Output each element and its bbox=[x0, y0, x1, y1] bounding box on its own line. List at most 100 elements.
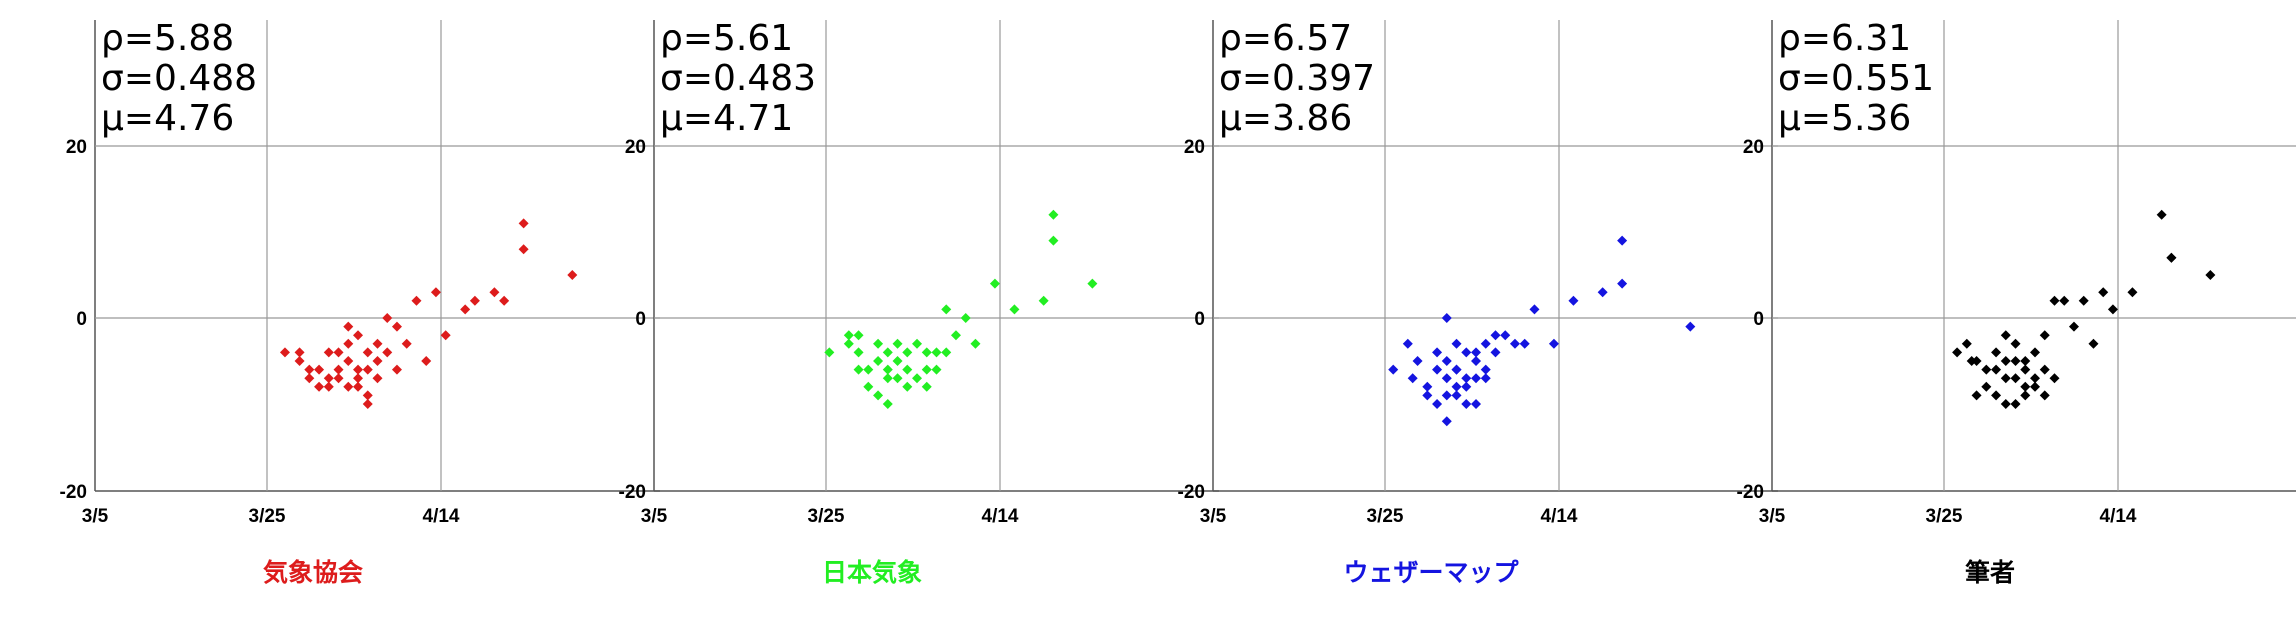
y-tick-label: 20 bbox=[625, 137, 646, 158]
data-point bbox=[922, 382, 932, 392]
x-tick-label: 4/14 bbox=[1541, 506, 1578, 527]
data-point bbox=[1087, 279, 1097, 289]
data-point bbox=[922, 347, 932, 357]
x-tick-label: 3/25 bbox=[249, 506, 286, 527]
x-tick-label: 4/14 bbox=[982, 506, 1019, 527]
data-point bbox=[489, 287, 499, 297]
y-tick-label: 0 bbox=[1753, 309, 1764, 330]
data-point bbox=[844, 330, 854, 340]
stat-label: σ=0.483 bbox=[660, 58, 816, 99]
data-point bbox=[2166, 253, 2176, 263]
x-tick-label: 4/14 bbox=[423, 506, 460, 527]
data-point bbox=[1617, 236, 1627, 246]
data-point bbox=[2040, 390, 2050, 400]
data-point bbox=[863, 382, 873, 392]
data-point bbox=[2205, 270, 2215, 280]
data-point bbox=[2157, 210, 2167, 220]
x-tick-label: 3/5 bbox=[1200, 506, 1227, 527]
data-point bbox=[1549, 339, 1559, 349]
data-point bbox=[1461, 399, 1471, 409]
data-point bbox=[2011, 356, 2021, 366]
x-tick-label: 3/25 bbox=[1367, 506, 1404, 527]
data-point bbox=[343, 382, 353, 392]
data-point bbox=[1962, 339, 1972, 349]
data-point bbox=[1617, 279, 1627, 289]
data-point bbox=[1442, 373, 1452, 383]
data-point bbox=[893, 373, 903, 383]
data-point bbox=[1685, 322, 1695, 332]
data-point bbox=[990, 279, 1000, 289]
data-point bbox=[1972, 390, 1982, 400]
data-point bbox=[873, 390, 883, 400]
data-point bbox=[2050, 296, 2060, 306]
data-point bbox=[1461, 382, 1471, 392]
data-point bbox=[353, 373, 363, 383]
data-point bbox=[1991, 347, 2001, 357]
data-point bbox=[1529, 304, 1539, 314]
data-point bbox=[873, 339, 883, 349]
stat-label: σ=0.551 bbox=[1778, 58, 1934, 99]
data-point bbox=[2108, 304, 2118, 314]
stat-label: ρ=6.31 bbox=[1778, 18, 1911, 59]
y-tick-label: 0 bbox=[76, 309, 87, 330]
data-point bbox=[1442, 416, 1452, 426]
data-point bbox=[334, 365, 344, 375]
data-point bbox=[460, 304, 470, 314]
data-point bbox=[373, 373, 383, 383]
data-point bbox=[324, 382, 334, 392]
data-point bbox=[1471, 373, 1481, 383]
data-point bbox=[941, 304, 951, 314]
data-point bbox=[912, 339, 922, 349]
data-point bbox=[519, 218, 529, 228]
data-point bbox=[1481, 373, 1491, 383]
data-point bbox=[304, 365, 314, 375]
data-point bbox=[1408, 373, 1418, 383]
data-point bbox=[304, 373, 314, 383]
stat-label: μ=3.86 bbox=[1219, 98, 1352, 139]
data-point bbox=[2001, 330, 2011, 340]
data-point bbox=[2001, 356, 2011, 366]
data-point bbox=[1491, 347, 1501, 357]
data-point bbox=[902, 365, 912, 375]
stat-label: ρ=5.61 bbox=[660, 18, 793, 59]
data-point bbox=[1481, 339, 1491, 349]
data-point bbox=[1991, 390, 2001, 400]
data-point bbox=[499, 296, 509, 306]
data-point bbox=[314, 382, 324, 392]
stat-label: ρ=6.57 bbox=[1219, 18, 1352, 59]
data-point bbox=[382, 313, 392, 323]
data-point bbox=[334, 373, 344, 383]
data-point bbox=[2040, 365, 2050, 375]
data-point bbox=[1991, 365, 2001, 375]
chart-panel-4: 200-203/5 3/25 4/14ρ=6.31σ=0.551μ=5.36筆者 bbox=[1737, 18, 2296, 587]
y-tick-label: -20 bbox=[619, 482, 646, 503]
data-point bbox=[470, 296, 480, 306]
data-point bbox=[280, 347, 290, 357]
data-point bbox=[392, 322, 402, 332]
y-tick-label: 0 bbox=[1194, 309, 1205, 330]
data-point bbox=[883, 399, 893, 409]
y-tick-label: -20 bbox=[60, 482, 87, 503]
data-point bbox=[2079, 296, 2089, 306]
data-point bbox=[844, 339, 854, 349]
chart-panel-3: 200-203/5 3/25 4/14ρ=6.57σ=0.397μ=3.86ウェザー… bbox=[1178, 18, 1778, 587]
data-point bbox=[1452, 390, 1462, 400]
stat-label: μ=5.36 bbox=[1778, 98, 1911, 139]
data-point bbox=[295, 347, 305, 357]
data-point bbox=[970, 339, 980, 349]
stat-label: μ=4.71 bbox=[660, 98, 793, 139]
x-tick-label: 3/5 bbox=[82, 506, 109, 527]
y-tick-label: -20 bbox=[1178, 482, 1205, 503]
data-point bbox=[2098, 287, 2108, 297]
chart-title: 日本気象 bbox=[822, 558, 922, 587]
data-point bbox=[343, 322, 353, 332]
data-point bbox=[1442, 390, 1452, 400]
data-point bbox=[363, 390, 373, 400]
chart-title: 気象協会 bbox=[263, 558, 363, 587]
data-point bbox=[1422, 390, 1432, 400]
data-point bbox=[324, 373, 334, 383]
data-point bbox=[363, 365, 373, 375]
y-tick-label: -20 bbox=[1737, 482, 1764, 503]
data-point bbox=[1510, 339, 1520, 349]
